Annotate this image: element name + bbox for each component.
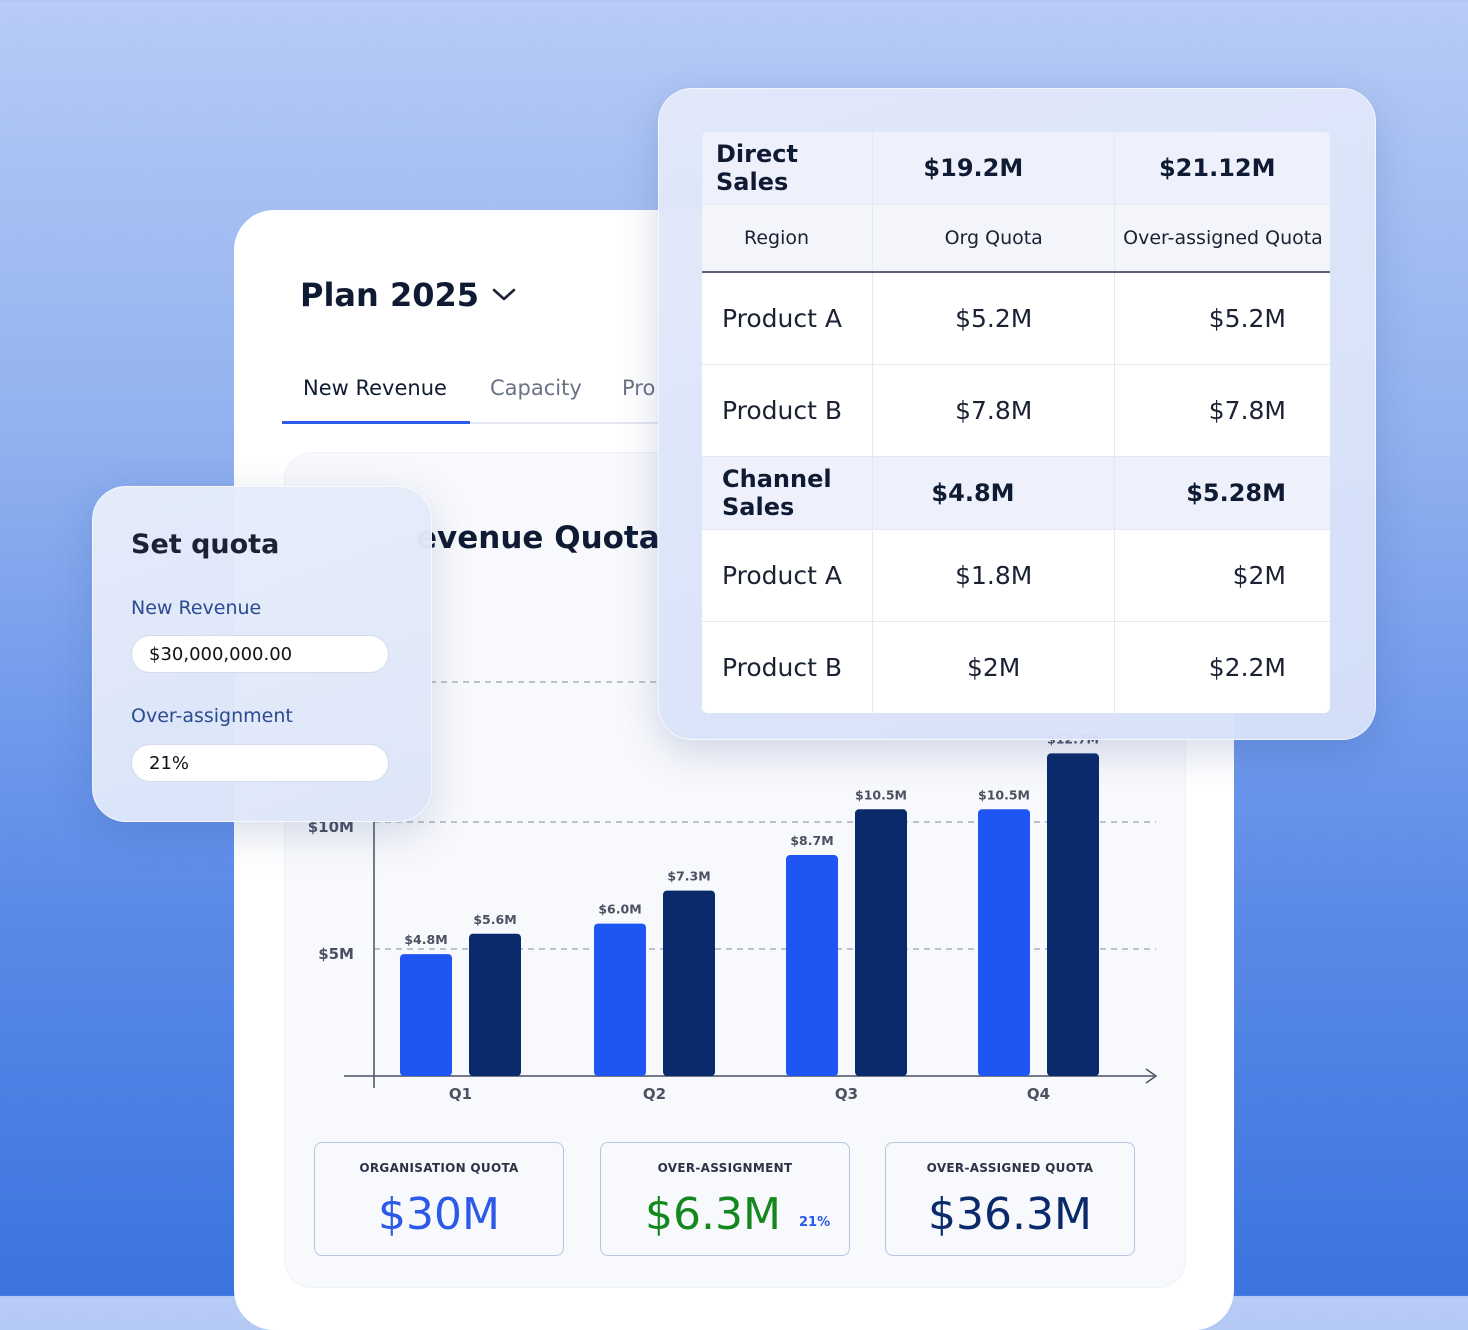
data-label: $6.0M	[598, 902, 641, 917]
organisation-quota-card: ORGANISATION QUOTA $30M	[314, 1142, 564, 1256]
bar	[855, 809, 907, 1076]
active-tab-indicator	[282, 421, 470, 424]
x-tick-label: Q4	[1027, 1085, 1050, 1103]
tab-new-revenue[interactable]: New Revenue	[303, 376, 447, 400]
direct-sales-row[interactable]: Direct Sales $19.2M $21.12M	[702, 132, 1330, 205]
y-tick-label: $10M	[308, 818, 354, 836]
bar	[400, 954, 452, 1076]
chart-title: evenue Quota	[416, 520, 660, 556]
organisation-quota-value: $30M	[378, 1189, 500, 1240]
over-assigned-quota-label: OVER-ASSIGNED QUOTA	[926, 1161, 1094, 1175]
tab-bar: New Revenue Capacity Pro	[282, 360, 682, 424]
data-label: $4.8M	[404, 932, 447, 947]
data-label: $10.5M	[855, 787, 907, 802]
set-quota-card: Set quota New Revenue Over-assignment	[92, 486, 432, 822]
bar	[1047, 753, 1099, 1076]
channel-sales-org-quota: $4.8M	[872, 456, 1115, 530]
set-quota-title: Set quota	[131, 529, 280, 560]
quota-table: Direct Sales $19.2M $21.12M Region Org Q…	[702, 132, 1330, 713]
bar	[786, 855, 838, 1076]
region-cell: Product A	[702, 272, 874, 365]
org-quota-cell: $5.2M	[872, 272, 1115, 365]
org-quota-cell: $2M	[872, 621, 1115, 713]
header-over-quota: Over-assigned Quota	[1114, 204, 1330, 273]
over-assigned-quota-value: $36.3M	[928, 1189, 1092, 1240]
table-row[interactable]: Product A $1.8M $2M	[702, 529, 1330, 622]
over-assignment-field-label: Over-assignment	[131, 705, 293, 727]
x-axis-arrow-icon	[1145, 1068, 1158, 1084]
table-row[interactable]: Product A $5.2M $5.2M	[702, 272, 1330, 365]
channel-sales-over-quota: $5.28M	[1114, 456, 1330, 530]
table-row[interactable]: Product B $7.8M $7.8M	[702, 364, 1330, 457]
channel-sales-name: Channel Sales	[702, 456, 874, 530]
table-row[interactable]: Product B $2M $2.2M	[702, 621, 1330, 713]
region-cell: Product B	[702, 364, 874, 457]
data-label: $5.6M	[473, 912, 516, 927]
header-org-quota: Org Quota	[872, 204, 1115, 273]
direct-sales-name: Direct Sales	[702, 132, 874, 205]
over-quota-cell: $5.2M	[1114, 272, 1330, 365]
over-assignment-input[interactable]	[131, 744, 389, 782]
over-assignment-value: $6.3M	[645, 1189, 781, 1240]
org-quota-cell: $1.8M	[872, 529, 1115, 622]
region-cell: Product B	[702, 621, 874, 713]
x-tick-label: Q1	[449, 1085, 472, 1103]
table-header-row: Region Org Quota Over-assigned Quota	[702, 204, 1330, 273]
quarterly-bar-chart: $5M $10M $4.8M $5.6M Q1 $6.0M $7.3M Q2 $8.7M $10.…	[308, 681, 1158, 1103]
over-assignment-label: OVER-ASSIGNMENT	[657, 1161, 793, 1175]
over-assigned-quota-card: OVER-ASSIGNED QUOTA $36.3M	[885, 1142, 1135, 1256]
bar	[469, 933, 521, 1076]
bar	[978, 809, 1030, 1076]
header-region: Region	[702, 204, 874, 273]
channel-sales-row[interactable]: Channel Sales $4.8M $5.28M	[702, 456, 1330, 530]
over-quota-cell: $7.8M	[1114, 364, 1330, 457]
over-quota-cell: $2M	[1114, 529, 1330, 622]
direct-sales-org-quota: $19.2M	[872, 132, 1115, 205]
region-cell: Product A	[702, 529, 874, 622]
bar	[663, 890, 715, 1076]
organisation-quota-label: ORGANISATION QUOTA	[359, 1161, 519, 1175]
bar	[594, 923, 646, 1076]
org-quota-cell: $7.8M	[872, 364, 1115, 457]
new-revenue-input[interactable]	[131, 635, 389, 673]
over-assignment-percent: 21%	[799, 1215, 831, 1230]
over-assignment-card: OVER-ASSIGNMENT $6.3M 21%	[600, 1142, 850, 1256]
plan-title[interactable]: Plan 2025	[300, 276, 479, 314]
direct-sales-over-quota: $21.12M	[1114, 132, 1330, 205]
over-quota-cell: $2.2M	[1114, 621, 1330, 713]
x-tick-label: Q3	[835, 1085, 858, 1103]
chevron-down-icon[interactable]	[490, 284, 518, 304]
data-label: $10.5M	[978, 787, 1030, 802]
new-revenue-label: New Revenue	[131, 597, 262, 619]
data-label: $7.3M	[667, 869, 710, 884]
tab-capacity[interactable]: Capacity	[490, 376, 582, 400]
data-label: $8.7M	[790, 833, 833, 848]
tab-pro[interactable]: Pro	[622, 376, 656, 400]
y-tick-label: $5M	[318, 945, 354, 963]
x-tick-label: Q2	[643, 1085, 666, 1103]
